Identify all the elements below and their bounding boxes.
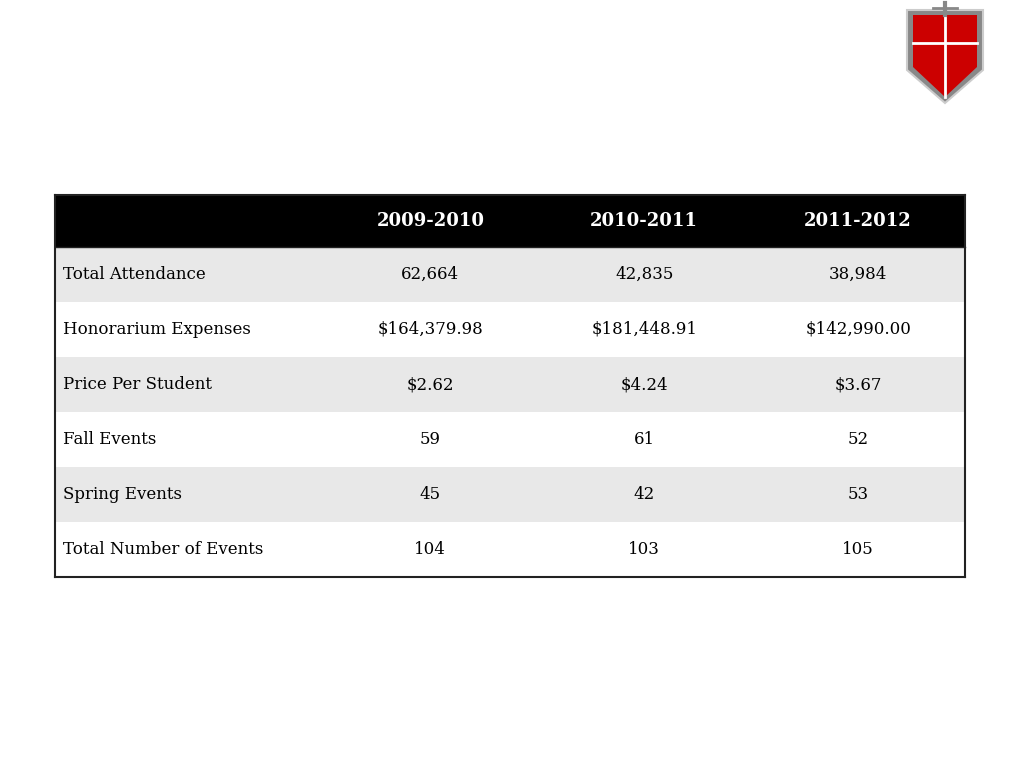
Bar	[55, 247, 965, 302]
Text: 53: 53	[848, 486, 868, 503]
Text: Honorarium Expenses: Honorarium Expenses	[63, 321, 251, 338]
Text: Spring Events: Spring Events	[63, 486, 182, 503]
Text: $164,379.98: $164,379.98	[378, 321, 483, 338]
Polygon shape	[913, 15, 977, 97]
Text: 62,664: 62,664	[401, 266, 460, 283]
Text: $3.67: $3.67	[835, 376, 882, 393]
Text: 104: 104	[415, 541, 446, 558]
Text: Fall Events: Fall Events	[63, 431, 157, 448]
Text: Price Per Student: Price Per Student	[63, 376, 212, 393]
Text: $181,448.91: $181,448.91	[591, 321, 697, 338]
Bar	[55, 412, 965, 467]
Text: Tech Activities Board: Tech Activities Board	[74, 31, 373, 58]
Text: 2010-2011: 2010-2011	[590, 212, 698, 230]
Text: 2009-2010: 2009-2010	[377, 212, 484, 230]
Text: $4.24: $4.24	[621, 376, 668, 393]
Text: 52: 52	[848, 431, 868, 448]
Polygon shape	[907, 10, 983, 103]
Bar	[55, 357, 965, 412]
Text: $142,990.00: $142,990.00	[805, 321, 911, 338]
Bar	[55, 195, 965, 247]
Text: 103: 103	[629, 541, 660, 558]
Text: 38,984: 38,984	[828, 266, 887, 283]
Text: 2011-2012: 2011-2012	[804, 212, 912, 230]
Text: Total Attendance: Total Attendance	[63, 266, 206, 283]
Text: 59: 59	[420, 431, 441, 448]
Text: 45: 45	[420, 486, 441, 503]
Text: 61: 61	[634, 431, 654, 448]
Text: 42,835: 42,835	[615, 266, 674, 283]
Text: Attendance Numbers: Attendance Numbers	[74, 74, 253, 91]
Bar	[55, 522, 965, 577]
Text: 105: 105	[842, 541, 873, 558]
Text: 42: 42	[634, 486, 655, 503]
Text: Total Number of Events: Total Number of Events	[63, 541, 263, 558]
Text: $2.62: $2.62	[407, 376, 454, 393]
Bar	[55, 467, 965, 522]
Bar	[55, 302, 965, 357]
